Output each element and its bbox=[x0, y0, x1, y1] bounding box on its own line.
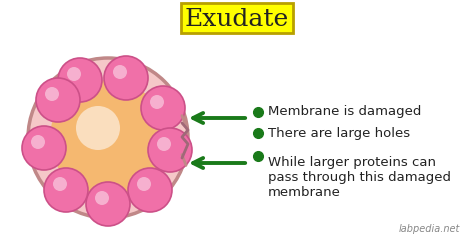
Circle shape bbox=[150, 95, 164, 109]
Circle shape bbox=[50, 80, 166, 196]
Circle shape bbox=[113, 65, 127, 79]
Text: There are large holes: There are large holes bbox=[268, 127, 410, 140]
Text: labpedia.net: labpedia.net bbox=[399, 224, 460, 234]
Circle shape bbox=[22, 126, 66, 170]
Circle shape bbox=[128, 168, 172, 212]
Circle shape bbox=[104, 56, 148, 100]
Circle shape bbox=[36, 78, 80, 122]
Circle shape bbox=[76, 106, 120, 150]
Circle shape bbox=[58, 58, 102, 102]
Circle shape bbox=[53, 177, 67, 191]
Circle shape bbox=[45, 87, 59, 101]
Text: Exudate: Exudate bbox=[185, 7, 289, 31]
FancyBboxPatch shape bbox=[181, 3, 293, 33]
Circle shape bbox=[67, 67, 81, 81]
FancyArrowPatch shape bbox=[182, 154, 186, 165]
Circle shape bbox=[95, 191, 109, 205]
Circle shape bbox=[137, 177, 151, 191]
Text: Membrane is damaged: Membrane is damaged bbox=[268, 106, 421, 119]
FancyArrowPatch shape bbox=[182, 116, 186, 126]
Circle shape bbox=[44, 168, 88, 212]
Circle shape bbox=[148, 128, 192, 172]
Circle shape bbox=[157, 137, 171, 151]
Text: While larger proteins can
pass through this damaged
membrane: While larger proteins can pass through t… bbox=[268, 156, 451, 199]
Circle shape bbox=[86, 182, 130, 226]
Circle shape bbox=[28, 58, 188, 218]
Circle shape bbox=[141, 86, 185, 130]
Circle shape bbox=[31, 135, 45, 149]
